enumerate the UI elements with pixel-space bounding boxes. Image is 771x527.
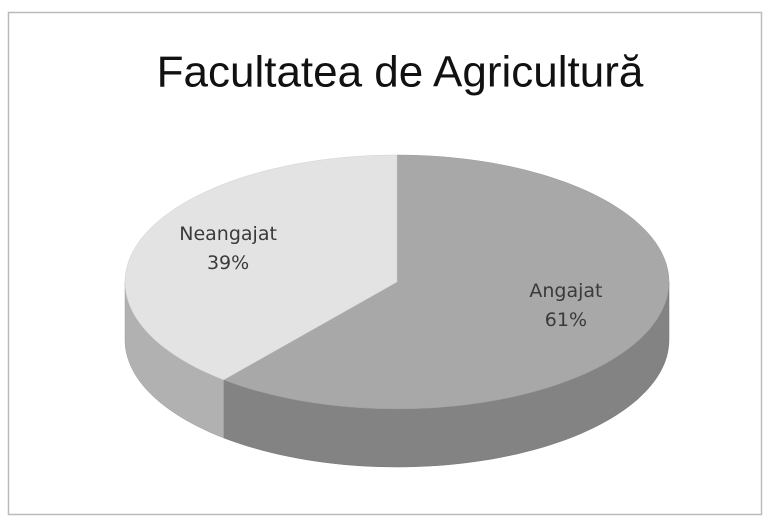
slice-label: Angajat bbox=[529, 280, 602, 302]
slice bbox=[124, 154, 398, 381]
value-label: 61% bbox=[545, 309, 587, 331]
slice-label: Neangajat bbox=[179, 223, 277, 245]
slice bbox=[223, 154, 670, 410]
value-label: 39% bbox=[207, 252, 249, 274]
chart-title: Facultatea de Agricultură bbox=[157, 48, 644, 97]
